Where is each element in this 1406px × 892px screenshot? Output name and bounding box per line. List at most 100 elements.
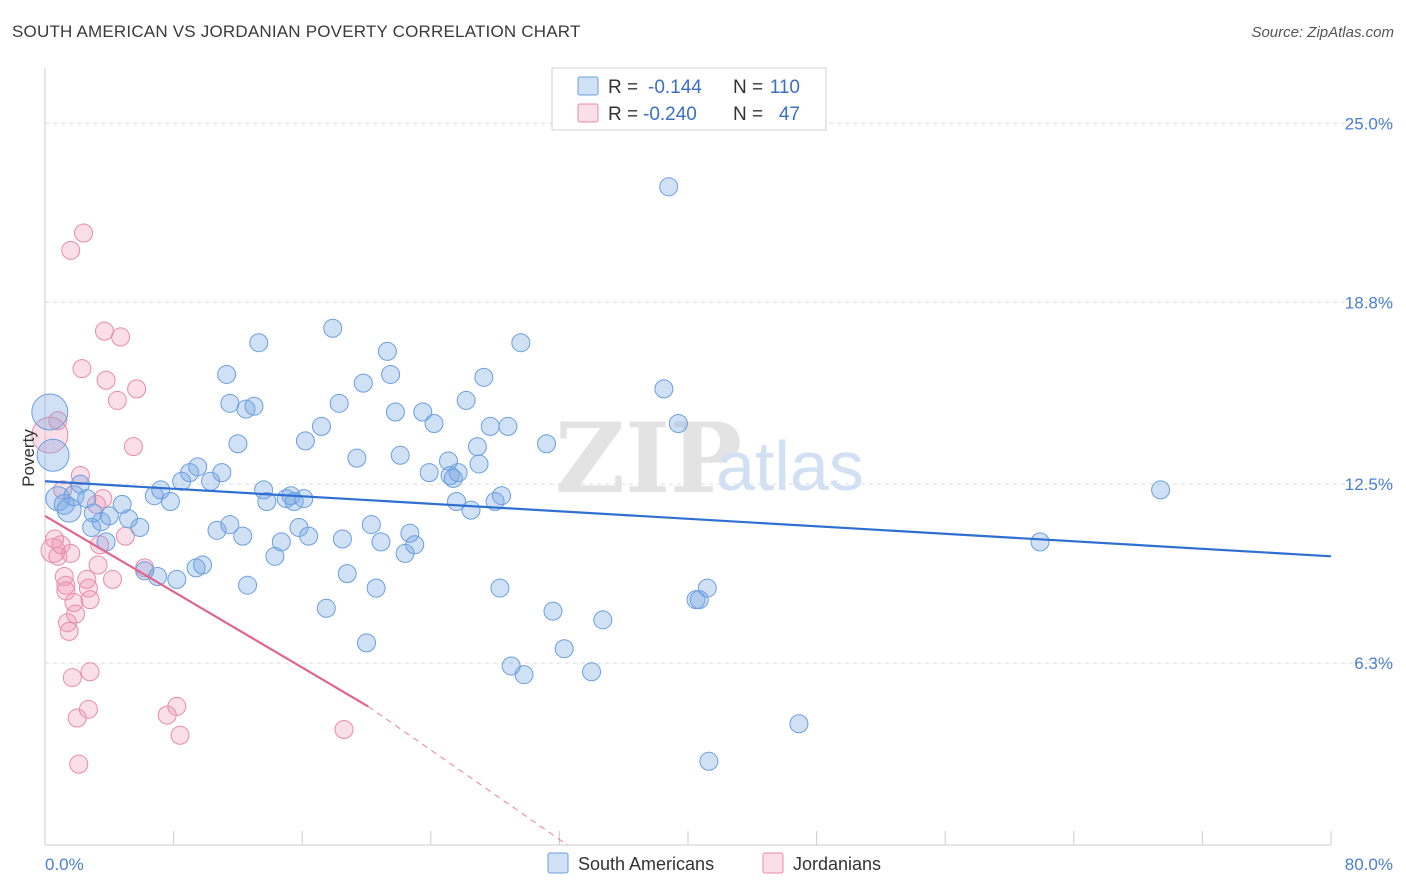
jordanian-point [59,621,79,641]
south-american-point [238,575,258,595]
south-american-point [207,520,227,540]
south-american-point [480,416,500,436]
jordanian-point [72,359,92,379]
jordanian-point [94,321,114,341]
south-american-point [467,437,487,457]
south-american-point [228,434,248,454]
jordanian-point [56,581,76,601]
south-american-point [1151,480,1171,500]
south-american-point [311,416,331,436]
y-tick-labels: 6.3% 12.5% 18.8% 25.0% [1345,114,1393,673]
south-american-point [498,416,518,436]
legend-swatch-pink [577,103,599,123]
south-american-point [413,402,433,422]
jordanian-point [61,543,81,563]
south-american-point [554,639,574,659]
south-american-point [193,555,213,575]
south-american-point [361,515,381,535]
south-american-point [668,414,688,434]
trend-lines [44,480,1332,846]
south-american-point [212,463,232,483]
legend-swatch-south-americans [547,852,569,874]
jordanian-point [56,575,76,595]
south-american-point [217,364,237,384]
south-american-point [188,457,208,477]
south-american-point [654,379,674,399]
south-american-point [323,318,343,338]
legend-n-label: N = [733,77,763,98]
x-tick-labels: 0.0% 80.0% [45,855,1393,874]
south-american-point [244,396,264,416]
south-american-point [514,665,534,685]
south-american-point [543,601,563,621]
legend-r-value: -0.240 [643,104,697,125]
south-american-point [347,448,367,468]
jordanian-point [69,754,89,774]
south-american-point [257,491,277,511]
y-tick-label: 18.8% [1345,293,1393,312]
south-american-point [265,546,285,566]
south-american-point [271,532,291,552]
south-american-point [294,489,314,509]
south-american-point [366,578,386,598]
legend-swatch-jordanians [762,852,784,874]
south-american-point [233,526,253,546]
south-american-point [381,364,401,384]
south-american-point [332,529,352,549]
y-tick-label: 25.0% [1345,114,1393,133]
jordanian-point [66,604,86,624]
x-tick-label: 80.0% [1345,855,1393,874]
watermark: ZIP atlas [555,402,864,515]
south-american-point [405,535,425,555]
south-american-point [448,463,468,483]
south-american-point [130,517,150,537]
jordanian-point [96,370,116,390]
south-american-point [699,751,719,771]
south-american-point [357,633,376,653]
jordanian-point [111,327,131,347]
axes [44,68,1332,846]
south-american-point [582,662,602,682]
jordanian-point [78,699,98,719]
jordanian-point [170,725,190,745]
south-american-point [789,714,809,734]
south-american-point [82,517,102,537]
south-american-point [77,489,97,509]
south-american-point [1030,532,1050,552]
jordanian-point [334,720,354,740]
legend-n-value: 110 [770,77,800,98]
south-american-point [135,561,155,581]
south-american-point [112,494,132,514]
jordanian-point [80,590,100,610]
south-american-point [456,390,476,410]
south-american-point [329,393,349,413]
south-american-point [659,177,679,197]
south-americans-points [31,177,1171,771]
jordanian-point [167,696,187,716]
south-american-point [31,393,69,431]
legend-label-jordanians: Jordanians [793,854,881,874]
south-american-point [63,485,85,507]
south-american-point [36,438,70,472]
south-american-point [377,341,397,361]
legend-r-label: R = [608,77,638,98]
legend-r-value: -0.144 [648,77,702,98]
jordanians-trend-extension [367,705,568,846]
south-american-point [249,333,269,353]
south-american-point [537,434,557,454]
south-american-point [220,393,240,413]
south-american-point [295,431,315,451]
south-american-point [390,445,410,465]
south-americans-trend-line [44,480,1332,558]
legend-swatch-blue [577,76,599,96]
south-american-point [511,333,531,353]
jordanian-point [80,662,100,682]
south-american-point [337,564,357,584]
jordanians-trend-line [44,514,369,708]
jordanian-point [123,437,143,457]
jordanian-point [61,240,81,260]
south-american-point [424,414,444,434]
south-american-point [385,402,405,422]
jordanian-point [127,379,147,399]
jordanian-point [93,489,113,509]
